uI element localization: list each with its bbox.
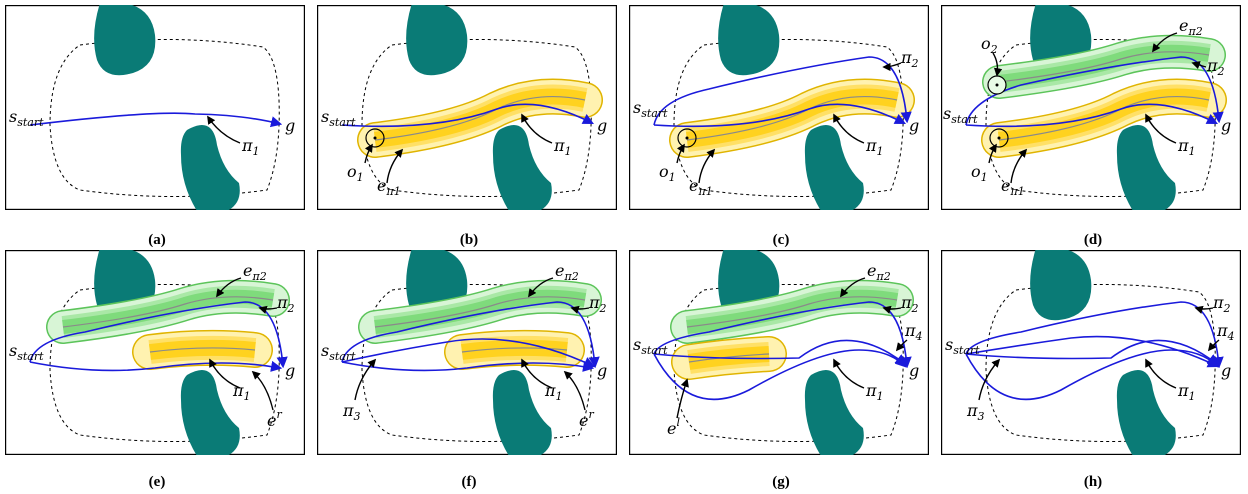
svg-text:sstart: sstart [321,341,356,363]
panel-d: sstart g π1 π2 eπ2 o2 o1 eπ1 [942,2,1241,211]
svg-text:π1: π1 [1177,136,1196,158]
svg-text:π1: π1 [553,136,572,158]
path-pi4 [653,339,907,366]
svg-text:o1: o1 [347,162,364,184]
svg-text:sstart: sstart [633,335,668,357]
panel-e: sstart g π1 π2 eπ2 er [6,247,305,456]
svg-text:sstart: sstart [9,107,44,129]
svg-text:el: el [667,416,680,438]
svg-text:o1: o1 [971,162,988,184]
svg-text:π2: π2 [276,293,295,315]
svg-text:π3: π3 [342,401,361,423]
svg-text:eπ1: eπ1 [377,176,401,198]
svg-text:eπ1: eπ1 [1001,176,1025,198]
panel-b: sstart g π1 o1 eπ1 [318,2,617,211]
svg-text:π1: π1 [232,381,251,403]
subfigure-label-e: (e) [149,474,166,490]
svg-text:g: g [1221,361,1231,380]
svg-text:eπ2: eπ2 [1179,16,1203,38]
path-pi1 [29,112,283,128]
svg-text:g: g [909,361,919,380]
subfigure-label-h: (h) [1084,474,1102,490]
subfigure-label-b: (b) [460,232,478,248]
path-pi3 [341,338,596,368]
svg-text:π2: π2 [900,48,919,70]
svg-text:π2: π2 [1212,293,1231,315]
panel-a: sstart g π1 [6,2,305,211]
svg-text:π1: π1 [544,381,563,403]
svg-text:π1: π1 [865,136,884,158]
svg-text:π2: π2 [900,293,919,315]
subfigure-label-f: (f) [462,474,477,490]
svg-text:er: er [579,408,594,430]
svg-text:o1: o1 [659,162,676,184]
svg-text:g: g [597,361,607,380]
subfigure-label-a: (a) [148,232,166,248]
subfigure-label-c: (c) [773,232,790,248]
panel-c: sstart g π1 π2 o1 eπ1 [630,2,929,211]
svg-text:sstart: sstart [633,98,668,120]
svg-text:g: g [597,116,607,135]
svg-text:o2: o2 [981,34,998,56]
svg-text:π1: π1 [241,136,260,158]
path-pi2 [653,56,912,126]
svg-text:eπ2: eπ2 [555,261,579,283]
svg-text:eπ1: eπ1 [689,176,713,198]
svg-text:π3: π3 [966,401,985,423]
svg-text:eπ2: eπ2 [243,261,267,283]
svg-text:g: g [285,116,295,135]
panel-h: sstart g π1 π2 π4 π3 [942,247,1241,456]
svg-text:eπ2: eπ2 [867,261,891,283]
svg-text:sstart: sstart [9,341,44,363]
svg-text:g: g [1221,116,1231,135]
svg-text:π2: π2 [588,293,607,315]
svg-text:π2: π2 [1206,56,1225,78]
svg-text:π1: π1 [1177,381,1196,403]
subfigure-label-g: (g) [772,474,790,490]
panel-g: sstart g π1 π2 eπ2 π4 el [630,247,929,456]
svg-text:π4: π4 [904,321,923,343]
subfigure-label-d: (d) [1084,232,1102,248]
svg-text:sstart: sstart [945,335,980,357]
svg-text:g: g [909,116,919,135]
svg-text:sstart: sstart [321,107,356,129]
svg-text:er: er [267,408,282,430]
panel-f: sstart g π1 π2 eπ2 er π3 [318,247,617,456]
svg-text:sstart: sstart [943,104,978,126]
svg-text:π1: π1 [865,381,884,403]
svg-text:g: g [285,361,295,380]
svg-text:π4: π4 [1216,321,1235,343]
